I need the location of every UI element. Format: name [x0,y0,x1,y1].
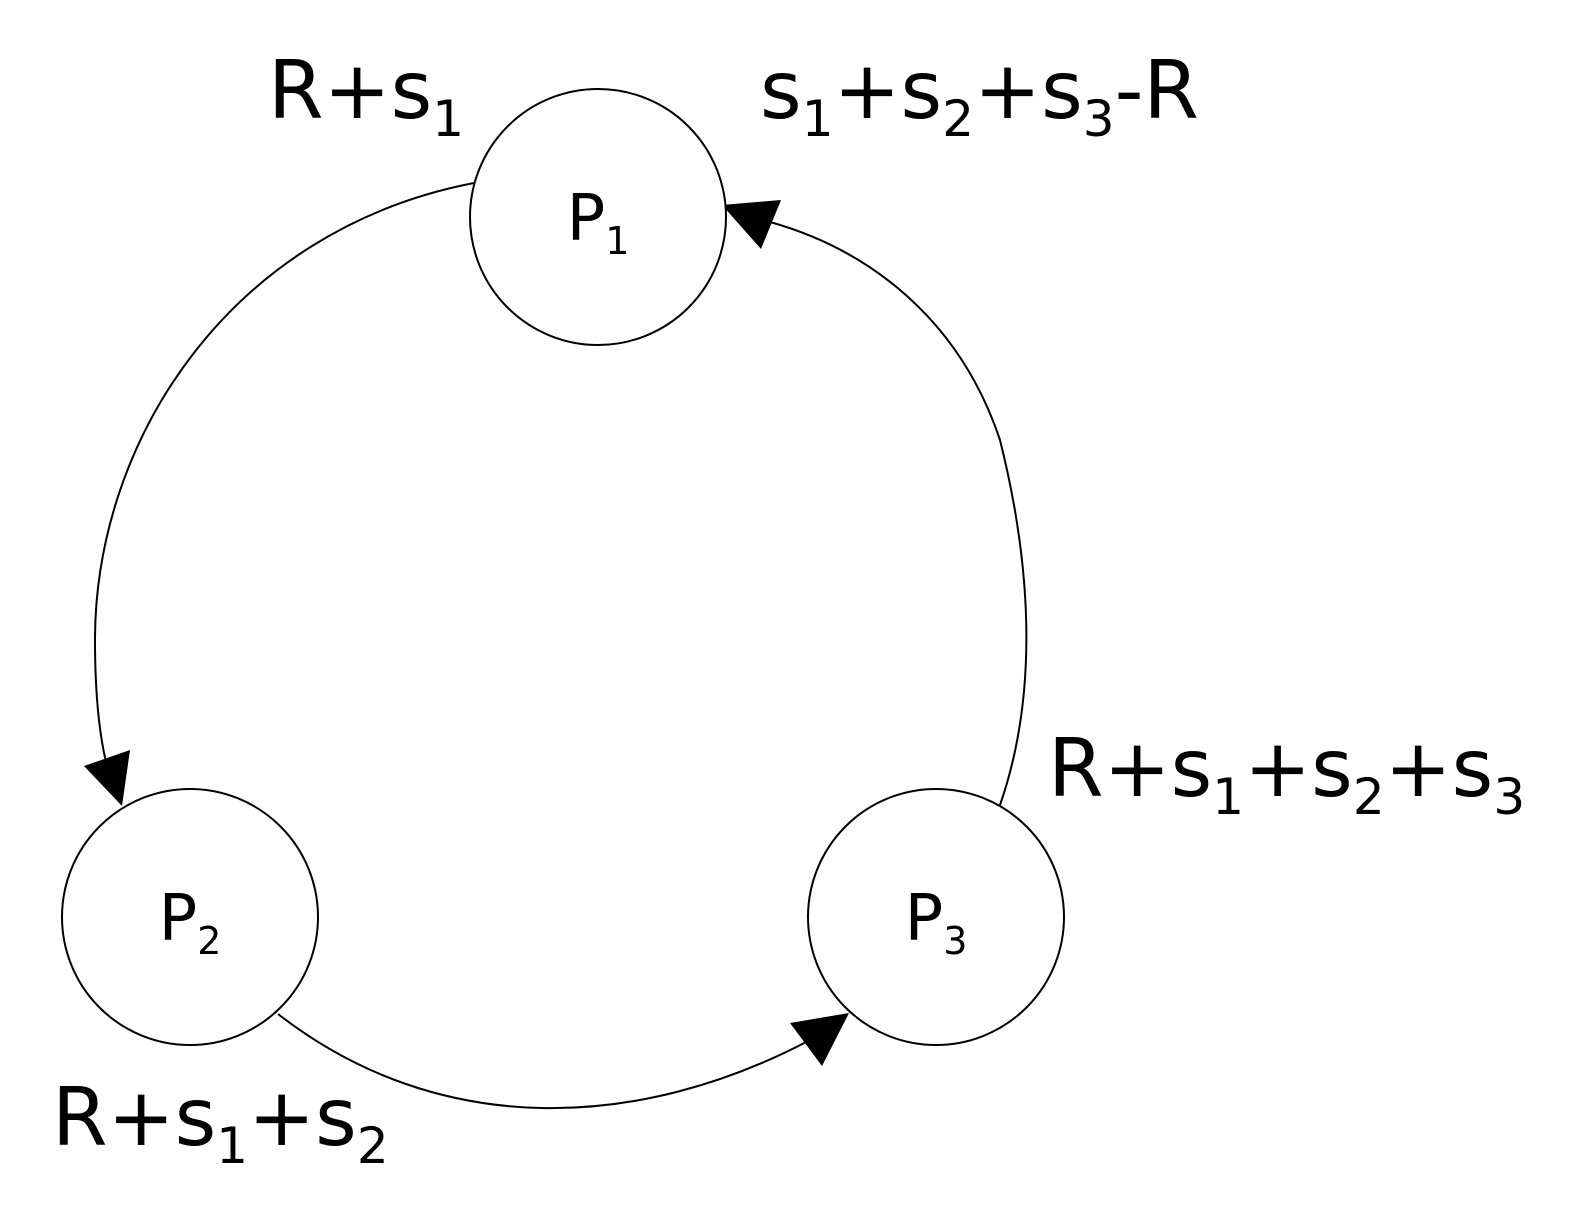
node-p2-circle [61,788,319,1046]
node-p1: P1 [469,88,727,346]
node-p1-circle [469,88,727,346]
edge-p1-to-p2 [93,182,475,771]
arrowhead-p2 [84,750,130,806]
edge-p3-to-p1 [769,221,1028,806]
edge-p2-to-p3 [277,1013,811,1110]
node-p3: P3 [807,788,1065,1046]
label-r-plus-s1-s2-s3: R+s1+s2+s3 [1048,722,1525,826]
node-p2-label: P2 [159,882,222,963]
label-r-plus-s1: R+s1 [268,44,464,148]
arrowhead-p3 [790,1013,849,1066]
label-r-plus-s1-s2: R+s1+s2 [52,1071,389,1175]
arrowhead-p1 [722,200,781,249]
node-p2: P2 [61,788,319,1046]
node-p1-label: P1 [567,182,630,263]
label-s1-s2-s3-minus-r: s1+s2+s3-R [760,44,1199,148]
node-p3-circle [807,788,1065,1046]
node-p3-label: P3 [905,882,968,963]
